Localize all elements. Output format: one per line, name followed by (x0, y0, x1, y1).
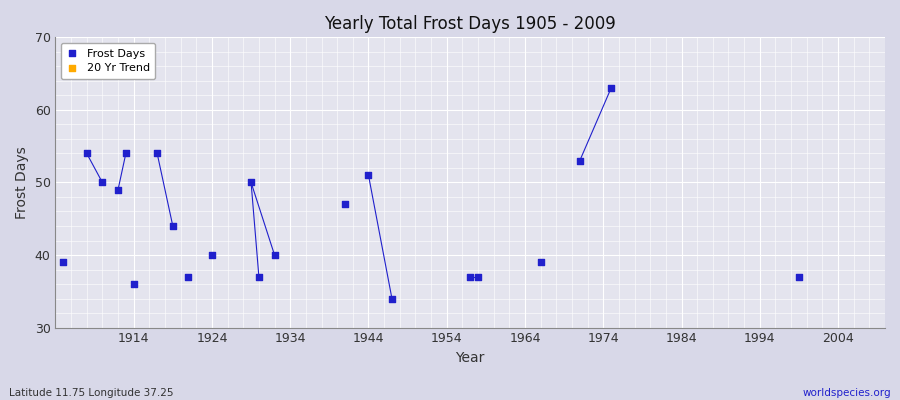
Frost Days (111, 186, 125, 193)
Frost Days (79, 150, 94, 157)
Text: worldspecies.org: worldspecies.org (803, 388, 891, 398)
X-axis label: Year: Year (455, 351, 485, 365)
Frost Days (95, 179, 110, 186)
Frost Days (384, 295, 399, 302)
Frost Days (361, 172, 375, 178)
Frost Days (119, 150, 133, 157)
Frost Days (471, 274, 485, 280)
Y-axis label: Frost Days: Frost Days (15, 146, 29, 219)
Frost Days (572, 158, 587, 164)
Frost Days (792, 274, 806, 280)
Frost Days (150, 150, 165, 157)
Title: Yearly Total Frost Days 1905 - 2009: Yearly Total Frost Days 1905 - 2009 (324, 15, 616, 33)
Frost Days (252, 274, 266, 280)
Frost Days (181, 274, 195, 280)
Frost Days (338, 201, 352, 208)
Text: Latitude 11.75 Longitude 37.25: Latitude 11.75 Longitude 37.25 (9, 388, 174, 398)
Frost Days (56, 259, 70, 266)
Frost Days (267, 252, 282, 258)
Frost Days (604, 85, 618, 91)
Frost Days (463, 274, 477, 280)
Frost Days (534, 259, 548, 266)
Frost Days (244, 179, 258, 186)
Frost Days (204, 252, 219, 258)
Legend: Frost Days, 20 Yr Trend: Frost Days, 20 Yr Trend (61, 43, 155, 79)
Frost Days (127, 281, 141, 287)
Frost Days (166, 223, 180, 229)
